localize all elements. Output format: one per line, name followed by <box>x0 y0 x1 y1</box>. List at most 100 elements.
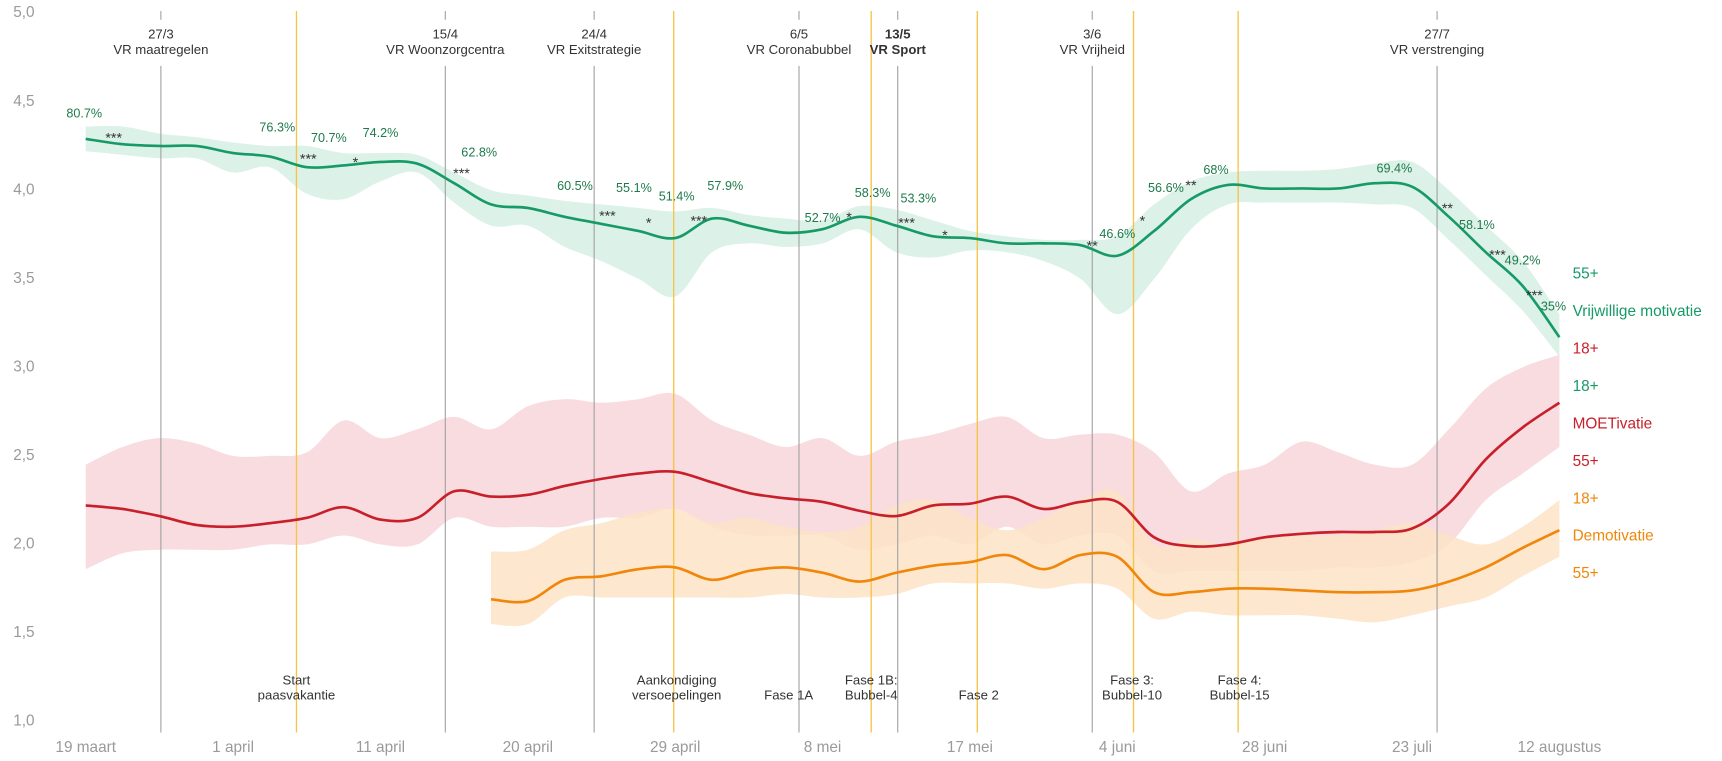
x-tick-label: 29 april <box>650 739 700 756</box>
event-lines <box>160 10 1438 733</box>
significance-label: * <box>1140 214 1146 230</box>
percent-label: 57.9% <box>707 179 743 193</box>
event-label: VR Vrijheid <box>1060 42 1125 57</box>
labels: 1,0 1,5 2,0 2,5 3,0 3,5 4,0 4,5 5,0 19 maart 1 apr… <box>13 4 1702 756</box>
percent-label: 68% <box>1203 163 1228 177</box>
event-date: 27/7 <box>1424 27 1450 42</box>
percent-label: 76.3% <box>259 121 295 135</box>
significance-label: ** <box>1087 238 1099 254</box>
phase-label: Fase 4: <box>1218 672 1262 687</box>
y-tick-label: 2,0 <box>13 535 34 552</box>
age-label: 55+ <box>1573 565 1599 582</box>
significance-label: *** <box>1489 247 1506 263</box>
significance-label: *** <box>300 152 317 168</box>
phase-label: Bubbel-10 <box>1102 688 1162 703</box>
percent-label: 58.3% <box>855 186 891 200</box>
phase-label: Fase 1A <box>764 688 813 703</box>
series-line <box>490 529 1560 604</box>
significance-label: *** <box>1526 288 1543 304</box>
legend-label: MOETivatie <box>1573 415 1653 432</box>
significance-label: *** <box>453 166 470 182</box>
x-tick-label: 19 maart <box>55 739 116 756</box>
x-tick-label: 11 april <box>356 739 405 756</box>
percent-label: 51.4% <box>659 190 695 204</box>
percent-label: 69.4% <box>1376 161 1412 175</box>
event-date: 6/5 <box>790 27 808 42</box>
significance-label: * <box>846 210 852 226</box>
series-line <box>85 401 1561 548</box>
x-tick-label: 1 april <box>212 739 254 756</box>
y-tick-label: 5,0 <box>13 4 34 21</box>
event-label: VR maatregelen <box>113 42 208 57</box>
phase-label: Start <box>283 672 311 687</box>
event-label: VR Exitstrategie <box>547 42 641 57</box>
y-tick-label: 1,0 <box>13 713 34 730</box>
y-tick-label: 1,5 <box>13 624 34 641</box>
y-tick-label: 3,0 <box>13 358 34 375</box>
x-tick-label: 23 juli <box>1392 739 1432 756</box>
confidence-band <box>490 488 1560 627</box>
confidence-band <box>85 354 1560 574</box>
event-label: VR Coronabubbel <box>747 42 852 57</box>
phase-label: Fase 3: <box>1110 672 1154 687</box>
x-tick-label: 4 juni <box>1099 739 1136 756</box>
y-tick-label: 3,5 <box>13 270 34 287</box>
legend-label: Demotivatie <box>1573 528 1654 545</box>
series-line <box>85 137 1561 338</box>
lines <box>85 137 1561 604</box>
significance-label: *** <box>599 208 616 224</box>
percent-label: 56.6% <box>1148 181 1184 195</box>
x-tick-label: 20 april <box>503 739 553 756</box>
x-tick-label: 17 mei <box>947 739 993 756</box>
age-label: 18+ <box>1573 378 1599 395</box>
event-date: 3/6 <box>1083 27 1101 42</box>
percent-label: 46.6% <box>1099 227 1135 241</box>
phase-label: versoepelingen <box>632 688 721 703</box>
event-label: VR verstrenging <box>1390 42 1484 57</box>
significance-label: ** <box>1442 201 1454 217</box>
age-label: 55+ <box>1573 453 1599 470</box>
bands <box>85 125 1560 627</box>
phase-label: Aankondiging <box>637 672 717 687</box>
significance-label: *** <box>898 215 915 231</box>
event-date: 27/3 <box>148 27 174 42</box>
percent-label: 49.2% <box>1505 253 1541 267</box>
age-label: 18+ <box>1573 490 1599 507</box>
percent-label: 60.5% <box>557 179 593 193</box>
age-label: 55+ <box>1573 266 1599 283</box>
percent-label: 80.7% <box>66 106 102 120</box>
significance-label: * <box>353 155 359 171</box>
significance-label: *** <box>105 130 122 146</box>
phase-label: Fase 1B: <box>845 672 898 687</box>
significance-label: *** <box>690 214 707 230</box>
significance-label: ** <box>1185 178 1197 194</box>
event-label: VR Sport <box>870 42 927 57</box>
x-tick-label: 28 juni <box>1242 739 1287 756</box>
x-tick-label: 8 mei <box>804 739 842 756</box>
y-tick-label: 2,5 <box>13 447 34 464</box>
event-label: VR Woonzorgcentra <box>386 42 505 57</box>
significance-label: * <box>942 228 948 244</box>
percent-label: 58.1% <box>1459 218 1495 232</box>
y-tick-label: 4,5 <box>13 93 34 110</box>
phase-label: Fase 2 <box>959 688 999 703</box>
percent-label: 70.7% <box>311 131 347 145</box>
significance-label: * <box>646 215 652 231</box>
age-label: 18+ <box>1573 340 1599 357</box>
legend-label: Vrijwillige motivatie <box>1573 303 1702 320</box>
phase-label: paasvakantie <box>258 688 336 703</box>
phase-label: Bubbel-4 <box>845 688 898 703</box>
y-tick-label: 4,0 <box>13 181 34 198</box>
event-date: 13/5 <box>885 27 911 42</box>
x-tick-label: 12 augustus <box>1518 739 1602 756</box>
event-date: 24/4 <box>581 27 607 42</box>
percent-label: 62.8% <box>461 145 497 159</box>
percent-label: 52.7% <box>805 211 841 225</box>
event-date: 15/4 <box>432 27 458 42</box>
percent-label: 55.1% <box>616 181 652 195</box>
percent-label: 53.3% <box>900 191 936 205</box>
phase-label: Bubbel-15 <box>1210 688 1270 703</box>
percent-label: 74.2% <box>363 126 399 140</box>
percent-label: 35% <box>1541 299 1566 313</box>
